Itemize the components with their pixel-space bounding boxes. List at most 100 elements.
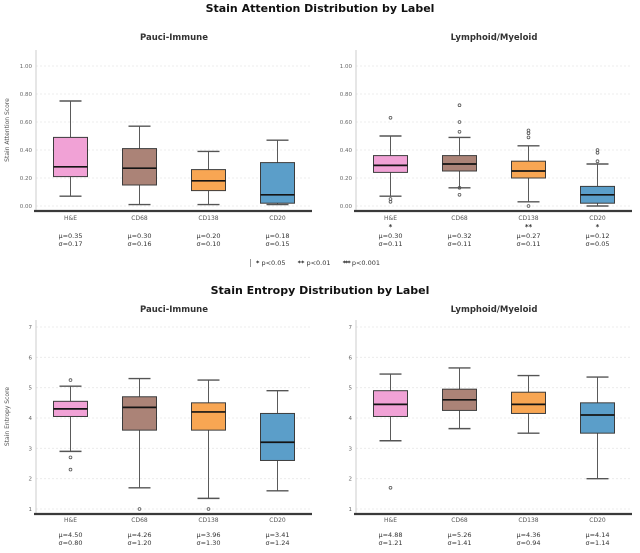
legend-item-p0001: *** p<0.001 xyxy=(343,259,380,267)
svg-text:Lymphoid/Myeloid: Lymphoid/Myeloid xyxy=(451,305,538,315)
svg-text:CD138: CD138 xyxy=(198,517,218,524)
svg-text:H&E: H&E xyxy=(64,215,77,222)
svg-text:σ=0.11: σ=0.11 xyxy=(447,240,471,248)
svg-text:5: 5 xyxy=(349,386,353,392)
svg-text:7: 7 xyxy=(29,325,33,331)
legend-item-p0001-label: p<0.001 xyxy=(351,259,381,267)
attention-lymphoid-myeloid-boxplot: Lymphoid/Myeloid 0.00 0.20 0.40 0.60 0.80 1.00… xyxy=(340,33,632,248)
svg-text:Pauci-Immune: Pauci-Immune xyxy=(140,33,208,43)
svg-text:0.60: 0.60 xyxy=(340,120,353,126)
svg-text:0.00: 0.00 xyxy=(340,204,353,210)
svg-text:μ=4.36: μ=4.36 xyxy=(516,531,540,539)
svg-text:CD68: CD68 xyxy=(451,215,468,222)
svg-text:μ=3.96: μ=3.96 xyxy=(196,531,220,539)
svg-text:μ=4.50: μ=4.50 xyxy=(58,531,82,539)
svg-text:1: 1 xyxy=(29,507,33,513)
svg-text:2: 2 xyxy=(29,477,33,483)
svg-text:3: 3 xyxy=(349,446,353,452)
svg-text:2: 2 xyxy=(349,477,353,483)
svg-text:1: 1 xyxy=(349,507,353,513)
attention-pauci-immune-boxplot: Pauci-Immune 0.00 0.20 0.40 0.60 0.80 1.00 Stai… xyxy=(4,33,312,248)
svg-text:μ=0.30: μ=0.30 xyxy=(378,232,402,240)
legend-item-p005: * p<0.05 xyxy=(256,259,286,267)
svg-text:σ=1.41: σ=1.41 xyxy=(447,539,471,547)
svg-text:0.40: 0.40 xyxy=(20,148,33,154)
svg-text:*: * xyxy=(596,223,600,231)
svg-text:μ=0.32: μ=0.32 xyxy=(447,232,471,240)
significance-legend: * p<0.05 ** p<0.01 *** p<0.001 xyxy=(0,259,640,267)
svg-text:σ=0.94: σ=0.94 xyxy=(516,539,540,547)
svg-text:μ=0.35: μ=0.35 xyxy=(58,232,82,240)
svg-text:σ=1.30: σ=1.30 xyxy=(196,539,220,547)
svg-text:CD20: CD20 xyxy=(269,215,286,222)
svg-text:μ=5.26: μ=5.26 xyxy=(447,531,471,539)
svg-text:6: 6 xyxy=(349,355,353,361)
single-asterisk-marker: * xyxy=(255,259,260,267)
svg-text:Stain Entropy Score: Stain Entropy Score xyxy=(4,387,11,447)
svg-text:μ=0.12: μ=0.12 xyxy=(585,232,609,240)
svg-text:0.80: 0.80 xyxy=(20,92,33,98)
triple-asterisk-marker: *** xyxy=(342,259,351,267)
double-asterisk-marker: ** xyxy=(297,259,305,267)
svg-text:μ=0.27: μ=0.27 xyxy=(516,232,540,240)
svg-text:Stain Attention Score: Stain Attention Score xyxy=(4,98,11,162)
svg-text:**: ** xyxy=(525,223,533,231)
svg-text:σ=0.15: σ=0.15 xyxy=(265,240,289,248)
svg-text:σ=0.11: σ=0.11 xyxy=(516,240,540,248)
svg-text:CD138: CD138 xyxy=(518,215,538,222)
svg-text:7: 7 xyxy=(349,325,353,331)
svg-text:0.80: 0.80 xyxy=(340,92,353,98)
svg-text:4: 4 xyxy=(29,416,33,422)
svg-text:0.60: 0.60 xyxy=(20,120,33,126)
svg-text:1.00: 1.00 xyxy=(20,64,33,70)
legend-item-p001: ** p<0.01 xyxy=(298,259,331,267)
svg-text:0.20: 0.20 xyxy=(20,176,33,182)
svg-text:H&E: H&E xyxy=(384,215,397,222)
legend-item-p005-label: p<0.05 xyxy=(261,259,286,267)
svg-text:5: 5 xyxy=(29,386,33,392)
svg-text:μ=4.88: μ=4.88 xyxy=(378,531,402,539)
svg-text:CD138: CD138 xyxy=(198,215,218,222)
legend-item-p001-label: p<0.01 xyxy=(306,259,331,267)
svg-text:H&E: H&E xyxy=(384,517,397,524)
attention-figure-title: Stain Attention Distribution by Label xyxy=(205,2,435,15)
svg-text:Pauci-Immune: Pauci-Immune xyxy=(140,305,208,315)
svg-text:μ=0.18: μ=0.18 xyxy=(265,232,289,240)
svg-text:0.40: 0.40 xyxy=(340,148,353,154)
svg-text:μ=4.14: μ=4.14 xyxy=(585,531,609,539)
svg-text:CD138: CD138 xyxy=(518,517,538,524)
svg-text:CD68: CD68 xyxy=(131,215,148,222)
svg-text:CD20: CD20 xyxy=(269,517,286,524)
svg-text:1.00: 1.00 xyxy=(340,64,353,70)
attention-figure: Pauci-Immune 0.00 0.20 0.40 0.60 0.80 1.00 Stai… xyxy=(0,28,640,256)
svg-text:3: 3 xyxy=(29,446,33,452)
svg-text:σ=1.20: σ=1.20 xyxy=(127,539,151,547)
svg-text:μ=0.20: μ=0.20 xyxy=(196,232,220,240)
svg-text:0.20: 0.20 xyxy=(340,176,353,182)
svg-text:σ=1.21: σ=1.21 xyxy=(378,539,402,547)
svg-text:*: * xyxy=(389,223,393,231)
svg-text:σ=1.14: σ=1.14 xyxy=(585,539,609,547)
svg-text:σ=0.16: σ=0.16 xyxy=(127,240,151,248)
svg-text:CD20: CD20 xyxy=(589,517,606,524)
svg-text:4: 4 xyxy=(349,416,353,422)
svg-text:H&E: H&E xyxy=(64,517,77,524)
svg-text:μ=0.30: μ=0.30 xyxy=(127,232,151,240)
entropy-lymphoid-myeloid-boxplot: Lymphoid/Myeloid 1 2 3 4 5 6 7 H&E μ=4.88σ=1.21 CD… xyxy=(349,305,632,547)
svg-text:σ=0.11: σ=0.11 xyxy=(378,240,402,248)
entropy-figure: Pauci-Immune 1 2 3 4 5 6 7 Stain Entropy Score H&… xyxy=(0,300,640,553)
svg-text:μ=3.41: μ=3.41 xyxy=(265,531,289,539)
svg-text:Lymphoid/Myeloid: Lymphoid/Myeloid xyxy=(451,33,538,43)
entropy-pauci-immune-boxplot: Pauci-Immune 1 2 3 4 5 6 7 Stain Entropy Score H&… xyxy=(4,305,312,547)
svg-text:CD68: CD68 xyxy=(451,517,468,524)
svg-text:6: 6 xyxy=(29,355,33,361)
svg-text:σ=0.80: σ=0.80 xyxy=(58,539,82,547)
svg-text:σ=0.05: σ=0.05 xyxy=(585,240,609,248)
svg-text:σ=1.24: σ=1.24 xyxy=(265,539,289,547)
svg-text:σ=0.10: σ=0.10 xyxy=(196,240,220,248)
svg-text:CD68: CD68 xyxy=(131,517,148,524)
svg-text:μ=4.26: μ=4.26 xyxy=(127,531,151,539)
svg-text:0.00: 0.00 xyxy=(20,204,33,210)
svg-text:σ=0.17: σ=0.17 xyxy=(58,240,82,248)
